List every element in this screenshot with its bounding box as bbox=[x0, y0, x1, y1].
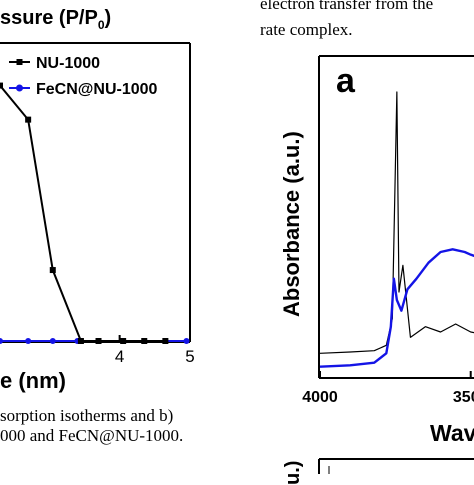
series-line bbox=[0, 84, 166, 342]
right-chart-plot bbox=[319, 91, 474, 368]
caption-line: 000 and FeCN@NU-1000. bbox=[0, 426, 184, 445]
legend-marker bbox=[16, 59, 23, 65]
legend-label: NU-1000 bbox=[36, 55, 100, 72]
left-chart-plot bbox=[0, 82, 190, 344]
left-chart-title-end: ) bbox=[104, 7, 112, 29]
legend-marker bbox=[16, 84, 23, 92]
x-tick-label: 4000 bbox=[302, 389, 338, 406]
body-text-line: electron transfer from the bbox=[260, 0, 434, 13]
left-chart-title: ssure (P/P0) bbox=[0, 7, 111, 32]
lower-chart-frame bbox=[318, 458, 474, 474]
data-point bbox=[25, 116, 32, 123]
left-chart-title-text: ssure (P/P bbox=[0, 7, 98, 29]
data-point bbox=[0, 338, 3, 344]
data-point bbox=[77, 338, 84, 344]
left-chart-title-subscript: 0 bbox=[97, 18, 105, 32]
x-tick-label: 3500 bbox=[453, 389, 474, 406]
spectrum-line bbox=[319, 248, 474, 368]
data-point bbox=[120, 338, 127, 344]
right-chart-xlabel: Wav bbox=[430, 420, 474, 446]
data-point bbox=[49, 267, 56, 274]
right-chart-x-ticks: 4000 3500 bbox=[302, 371, 474, 406]
right-chart-frame bbox=[318, 55, 474, 379]
x-tick-label: 5 bbox=[185, 347, 194, 366]
body-text-line: rate complex. bbox=[260, 20, 353, 39]
legend-label: FeCN@NU-1000 bbox=[36, 81, 158, 98]
data-point bbox=[141, 338, 148, 344]
spectrum-line bbox=[319, 91, 474, 354]
x-tick-label: 4 bbox=[115, 347, 124, 366]
data-point bbox=[25, 338, 32, 344]
data-point bbox=[49, 338, 56, 344]
caption-line: sorption isotherms and b) bbox=[0, 406, 174, 425]
data-point bbox=[162, 338, 169, 344]
panel-label-a: a bbox=[336, 62, 355, 100]
left-chart-xlabel: e (nm) bbox=[0, 368, 66, 393]
data-point bbox=[0, 82, 3, 89]
data-point bbox=[183, 338, 190, 344]
left-chart-legend: NU-1000 FeCN@NU-1000 bbox=[9, 55, 158, 98]
data-point bbox=[95, 338, 102, 344]
